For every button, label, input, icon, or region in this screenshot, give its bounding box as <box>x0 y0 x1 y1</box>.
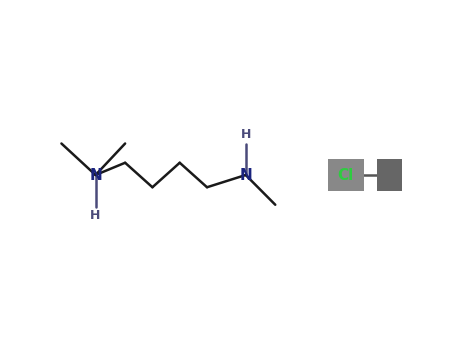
FancyBboxPatch shape <box>328 159 364 191</box>
Text: N: N <box>239 168 252 182</box>
Text: N: N <box>89 168 102 182</box>
Text: H: H <box>91 209 101 222</box>
FancyBboxPatch shape <box>377 159 402 191</box>
Text: Cl: Cl <box>338 168 354 182</box>
Text: H: H <box>241 128 251 141</box>
